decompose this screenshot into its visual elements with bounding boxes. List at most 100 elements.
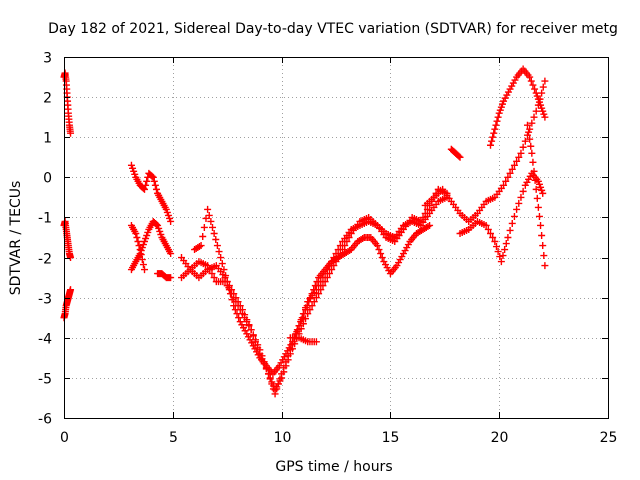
data-point (456, 153, 464, 161)
data-point (489, 234, 497, 241)
data-point (513, 205, 521, 213)
data-point (297, 318, 305, 326)
data-point (208, 270, 216, 278)
data-point (532, 185, 540, 193)
data-point (292, 330, 300, 338)
y-tick-label: 2 (43, 91, 52, 107)
x-tick-label: 5 (169, 430, 178, 446)
data-point (497, 258, 505, 266)
data-point (280, 364, 288, 372)
y-tick-label: -3 (38, 292, 52, 308)
data-point (515, 199, 523, 207)
data-point (245, 321, 253, 329)
data-point (484, 225, 492, 233)
data-point (141, 185, 149, 193)
data-point (295, 322, 303, 330)
data-point (232, 294, 240, 302)
data-point (305, 298, 313, 306)
data-point (539, 83, 547, 91)
y-tick-label: -6 (38, 412, 52, 428)
data-point (378, 254, 386, 262)
data-point (539, 189, 547, 197)
series-sat-g (154, 270, 175, 282)
data-point (517, 193, 525, 201)
data-point (302, 315, 310, 323)
data-point (375, 246, 383, 254)
data-point (167, 274, 175, 282)
data-point (541, 262, 549, 270)
data-point (377, 250, 385, 258)
data-points (60, 65, 549, 398)
data-point (235, 314, 243, 322)
x-tick-label: 25 (600, 430, 618, 446)
data-point (423, 205, 431, 213)
data-point (298, 314, 306, 322)
data-point (220, 266, 228, 274)
x-tick-label: 10 (274, 430, 292, 446)
data-point (132, 229, 140, 237)
data-point (534, 203, 542, 211)
axis-ticks (64, 57, 609, 419)
data-point (271, 390, 279, 398)
data-point (537, 221, 545, 229)
data-point (152, 220, 160, 228)
data-point (133, 234, 141, 241)
x-tick-label: 15 (382, 430, 400, 446)
data-point (526, 73, 534, 81)
data-point (138, 256, 146, 264)
data-point (212, 236, 220, 244)
data-point (501, 246, 509, 254)
data-point (313, 278, 321, 286)
data-point (204, 205, 212, 213)
data-point (310, 286, 318, 294)
series-sat-b (60, 217, 75, 262)
data-point (531, 85, 539, 93)
data-point (152, 185, 160, 193)
data-point (541, 77, 549, 85)
data-point (312, 338, 320, 346)
data-point (266, 375, 274, 383)
data-point (540, 252, 548, 260)
data-point (491, 125, 499, 133)
data-point (141, 266, 149, 274)
series-sat-o (523, 121, 549, 270)
data-point (308, 290, 316, 298)
data-point (67, 286, 75, 294)
data-point (527, 142, 535, 150)
data-point (303, 302, 311, 310)
y-tick-label: -1 (38, 211, 52, 227)
series-sat-a (60, 69, 75, 137)
data-point (488, 137, 496, 145)
data-point (535, 212, 543, 220)
data-point (207, 217, 215, 225)
data-point (502, 240, 510, 248)
data-point (491, 238, 499, 246)
data-point (167, 217, 175, 225)
data-point (210, 274, 218, 282)
data-point (247, 326, 255, 334)
data-point (199, 232, 207, 240)
data-point (455, 152, 463, 160)
data-point (502, 177, 510, 185)
data-point (531, 176, 539, 184)
x-axis-label: GPS time / hours (275, 459, 392, 475)
data-point (336, 242, 344, 250)
y-tick-label: 0 (43, 171, 52, 187)
data-point (424, 222, 432, 230)
data-point (530, 113, 538, 121)
data-point (529, 81, 537, 89)
data-point (136, 246, 144, 254)
data-point (526, 135, 534, 143)
series-sat-f (127, 221, 149, 274)
data-point (486, 141, 494, 149)
data-point (228, 296, 236, 304)
data-point (134, 238, 142, 246)
data-point (533, 194, 541, 202)
y-tick-labels: -6 -5 -4 -3 -2 -1 0 1 2 3 (38, 51, 52, 428)
data-point (293, 326, 301, 334)
data-point (205, 211, 213, 219)
data-point (249, 331, 257, 339)
data-point (499, 252, 507, 260)
y-tick-label: -5 (38, 372, 52, 388)
data-point (539, 242, 547, 250)
